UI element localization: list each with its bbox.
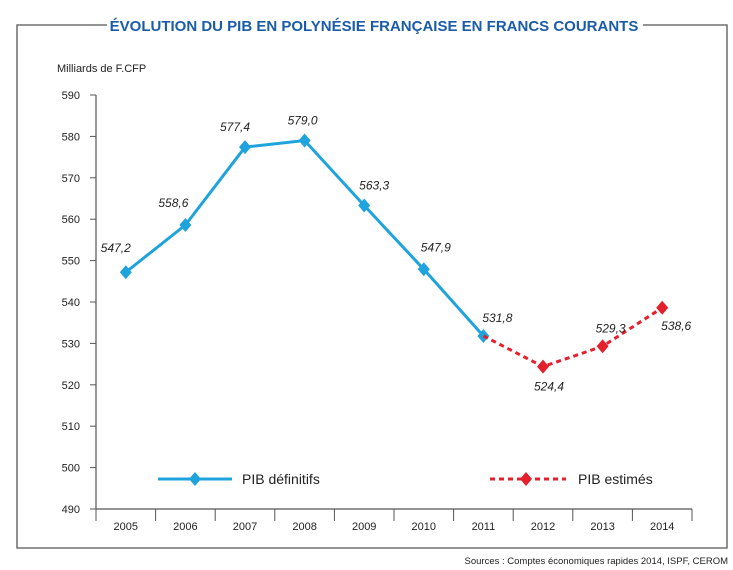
y-axis-label: Milliards de F.CFP (57, 63, 146, 75)
legend-label-definitifs: PIB définitifs (242, 471, 320, 487)
y-tick-label: 500 (62, 463, 80, 475)
data-label: 547,2 (101, 241, 131, 255)
data-label: 577,4 (220, 120, 250, 134)
data-point (537, 359, 549, 374)
chart-frame (16, 24, 728, 549)
x-tick-label: 2006 (173, 521, 197, 533)
x-tick-label: 2014 (650, 521, 674, 533)
data-label: 538,6 (661, 319, 691, 333)
y-tick-label: 540 (62, 297, 80, 309)
data-point (358, 198, 371, 213)
y-tick-label: 570 (62, 173, 80, 185)
data-point (298, 133, 311, 148)
data-point (179, 217, 192, 232)
data-point (596, 339, 609, 354)
y-tick-label: 510 (62, 421, 80, 433)
x-tick-label: 2008 (292, 521, 316, 533)
series-line-estimes (482, 306, 664, 369)
y-tick-label: 490 (62, 504, 80, 516)
x-tick-label: 2013 (590, 521, 614, 533)
legend-marker-definitifs (189, 472, 201, 486)
data-label: 563,3 (359, 179, 389, 193)
data-point (656, 300, 669, 315)
data-point (417, 262, 430, 277)
data-label: 547,9 (421, 240, 451, 254)
x-tick-label: 2009 (352, 521, 376, 533)
y-tick-label: 530 (62, 338, 80, 350)
data-point (239, 140, 251, 155)
x-tick-label: 2010 (412, 521, 436, 533)
data-label: 531,8 (482, 311, 512, 325)
data-label: 558,6 (158, 196, 188, 210)
x-tick-label: 2007 (233, 521, 257, 533)
x-tick-label: 2011 (472, 521, 496, 533)
data-label: 579,0 (288, 114, 318, 128)
source-note: Sources : Comptes économiques rapides 20… (465, 556, 729, 567)
y-tick-label: 590 (62, 90, 80, 102)
data-label: 524,4 (534, 380, 564, 394)
y-tick-label: 550 (62, 256, 80, 268)
data-point (119, 265, 132, 280)
y-tick-label: 520 (62, 380, 80, 392)
y-tick-label: 580 (62, 131, 80, 143)
x-tick-label: 2005 (114, 521, 138, 533)
legend-marker-estimes (520, 472, 532, 486)
series-line-definitifs (124, 138, 485, 337)
x-tick-label: 2012 (531, 521, 555, 533)
legend-label-estimes: PIB estimés (578, 471, 653, 487)
chart-title: ÉVOLUTION DU PIB EN POLYNÉSIE FRANÇAISE … (110, 18, 639, 35)
y-tick-label: 560 (62, 214, 80, 226)
data-label: 529,3 (596, 321, 626, 335)
